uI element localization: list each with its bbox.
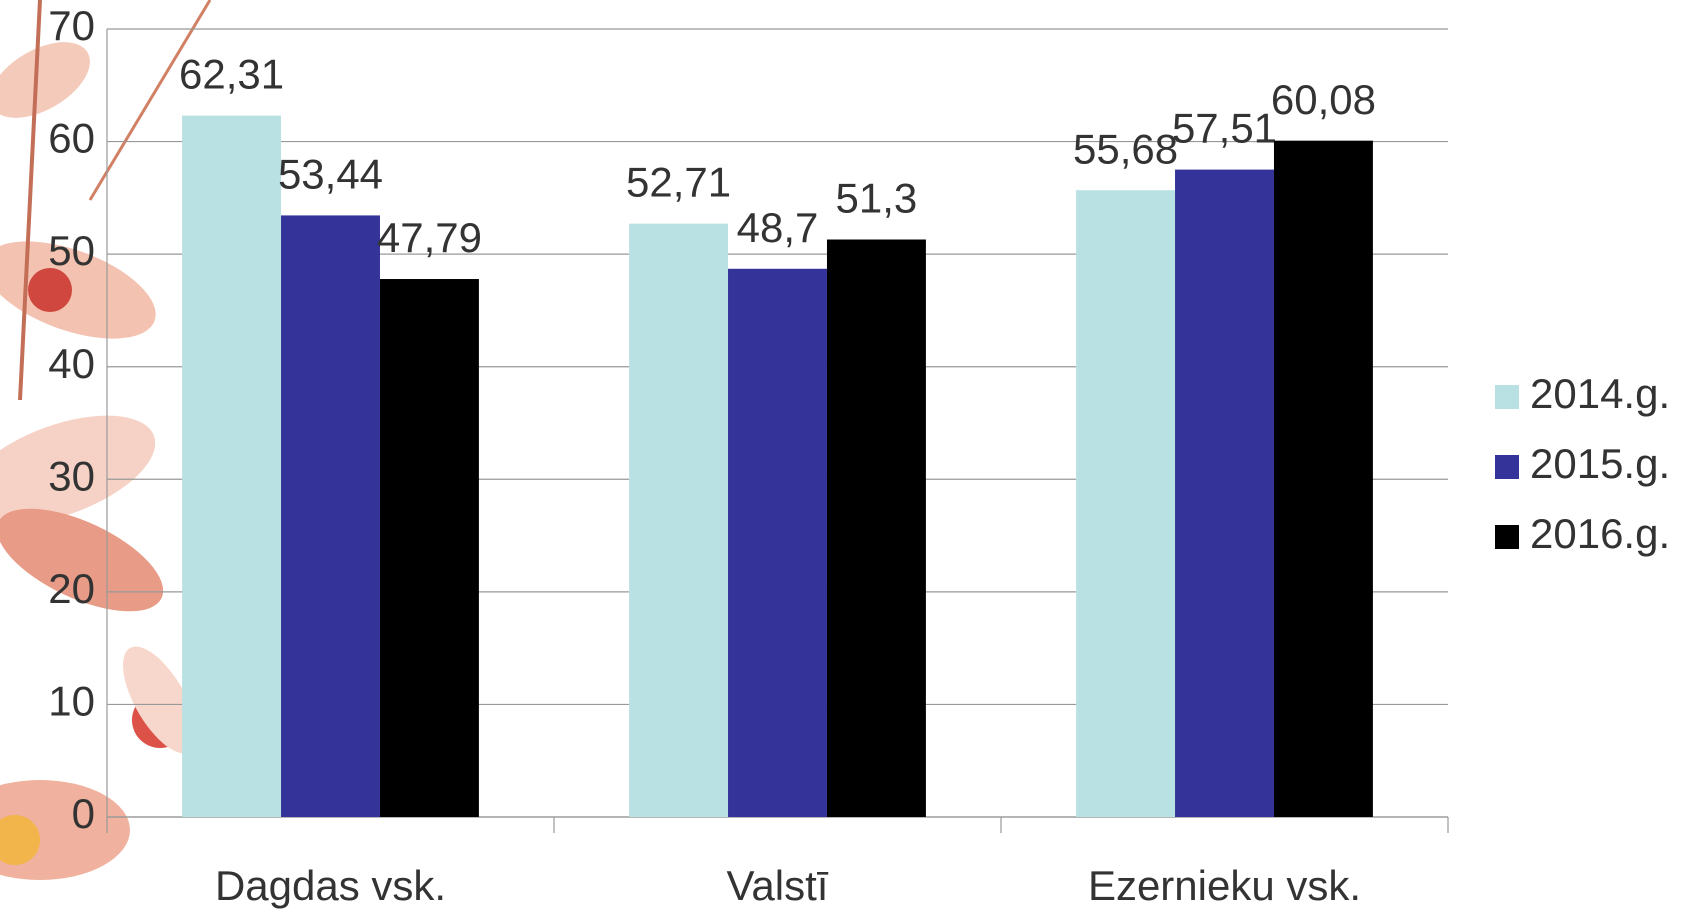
y-tick-label: 10 bbox=[48, 678, 95, 725]
legend-swatch bbox=[1495, 525, 1519, 549]
x-tick-label: Valstī bbox=[727, 862, 829, 909]
value-label: 48,7 bbox=[737, 204, 819, 251]
bar bbox=[1175, 170, 1274, 817]
y-tick-label: 60 bbox=[48, 115, 95, 162]
value-label: 55,68 bbox=[1073, 125, 1178, 172]
value-label: 60,08 bbox=[1271, 76, 1376, 123]
bar bbox=[1076, 190, 1175, 817]
y-tick-label: 40 bbox=[48, 340, 95, 387]
x-tick-label: Dagdas vsk. bbox=[215, 862, 446, 909]
legend-label: 2016.g. bbox=[1530, 510, 1670, 557]
bar bbox=[380, 279, 479, 817]
value-label: 51,3 bbox=[836, 175, 918, 222]
y-tick-label: 30 bbox=[48, 452, 95, 499]
bar bbox=[281, 215, 380, 817]
legend-swatch bbox=[1495, 455, 1519, 479]
legend-label: 2014.g. bbox=[1530, 370, 1670, 417]
page: 0 10 20 30 40 50 60 70 Dagdas vsk. 62,31 53,44 47,7… bbox=[0, 0, 1696, 913]
bar bbox=[827, 240, 926, 817]
bar bbox=[728, 269, 827, 817]
value-label: 47,79 bbox=[377, 214, 482, 261]
y-tick-label: 70 bbox=[48, 2, 95, 49]
bar bbox=[629, 224, 728, 817]
flower-decoration bbox=[0, 0, 212, 880]
y-tick-label: 0 bbox=[72, 790, 95, 837]
bar bbox=[1274, 141, 1373, 817]
x-tick-label: Ezernieku vsk. bbox=[1088, 862, 1361, 909]
value-label: 53,44 bbox=[278, 151, 383, 198]
legend-swatch bbox=[1495, 385, 1519, 409]
value-label: 62,31 bbox=[179, 51, 284, 98]
y-tick-label: 50 bbox=[48, 227, 95, 274]
y-tick-label: 20 bbox=[48, 565, 95, 612]
value-label: 57,51 bbox=[1172, 105, 1277, 152]
chart: 0 10 20 30 40 50 60 70 Dagdas vsk. 62,31 53,44 47,7… bbox=[0, 0, 1696, 913]
legend-label: 2015.g. bbox=[1530, 440, 1670, 487]
bar bbox=[182, 116, 281, 817]
value-label: 52,71 bbox=[626, 159, 731, 206]
